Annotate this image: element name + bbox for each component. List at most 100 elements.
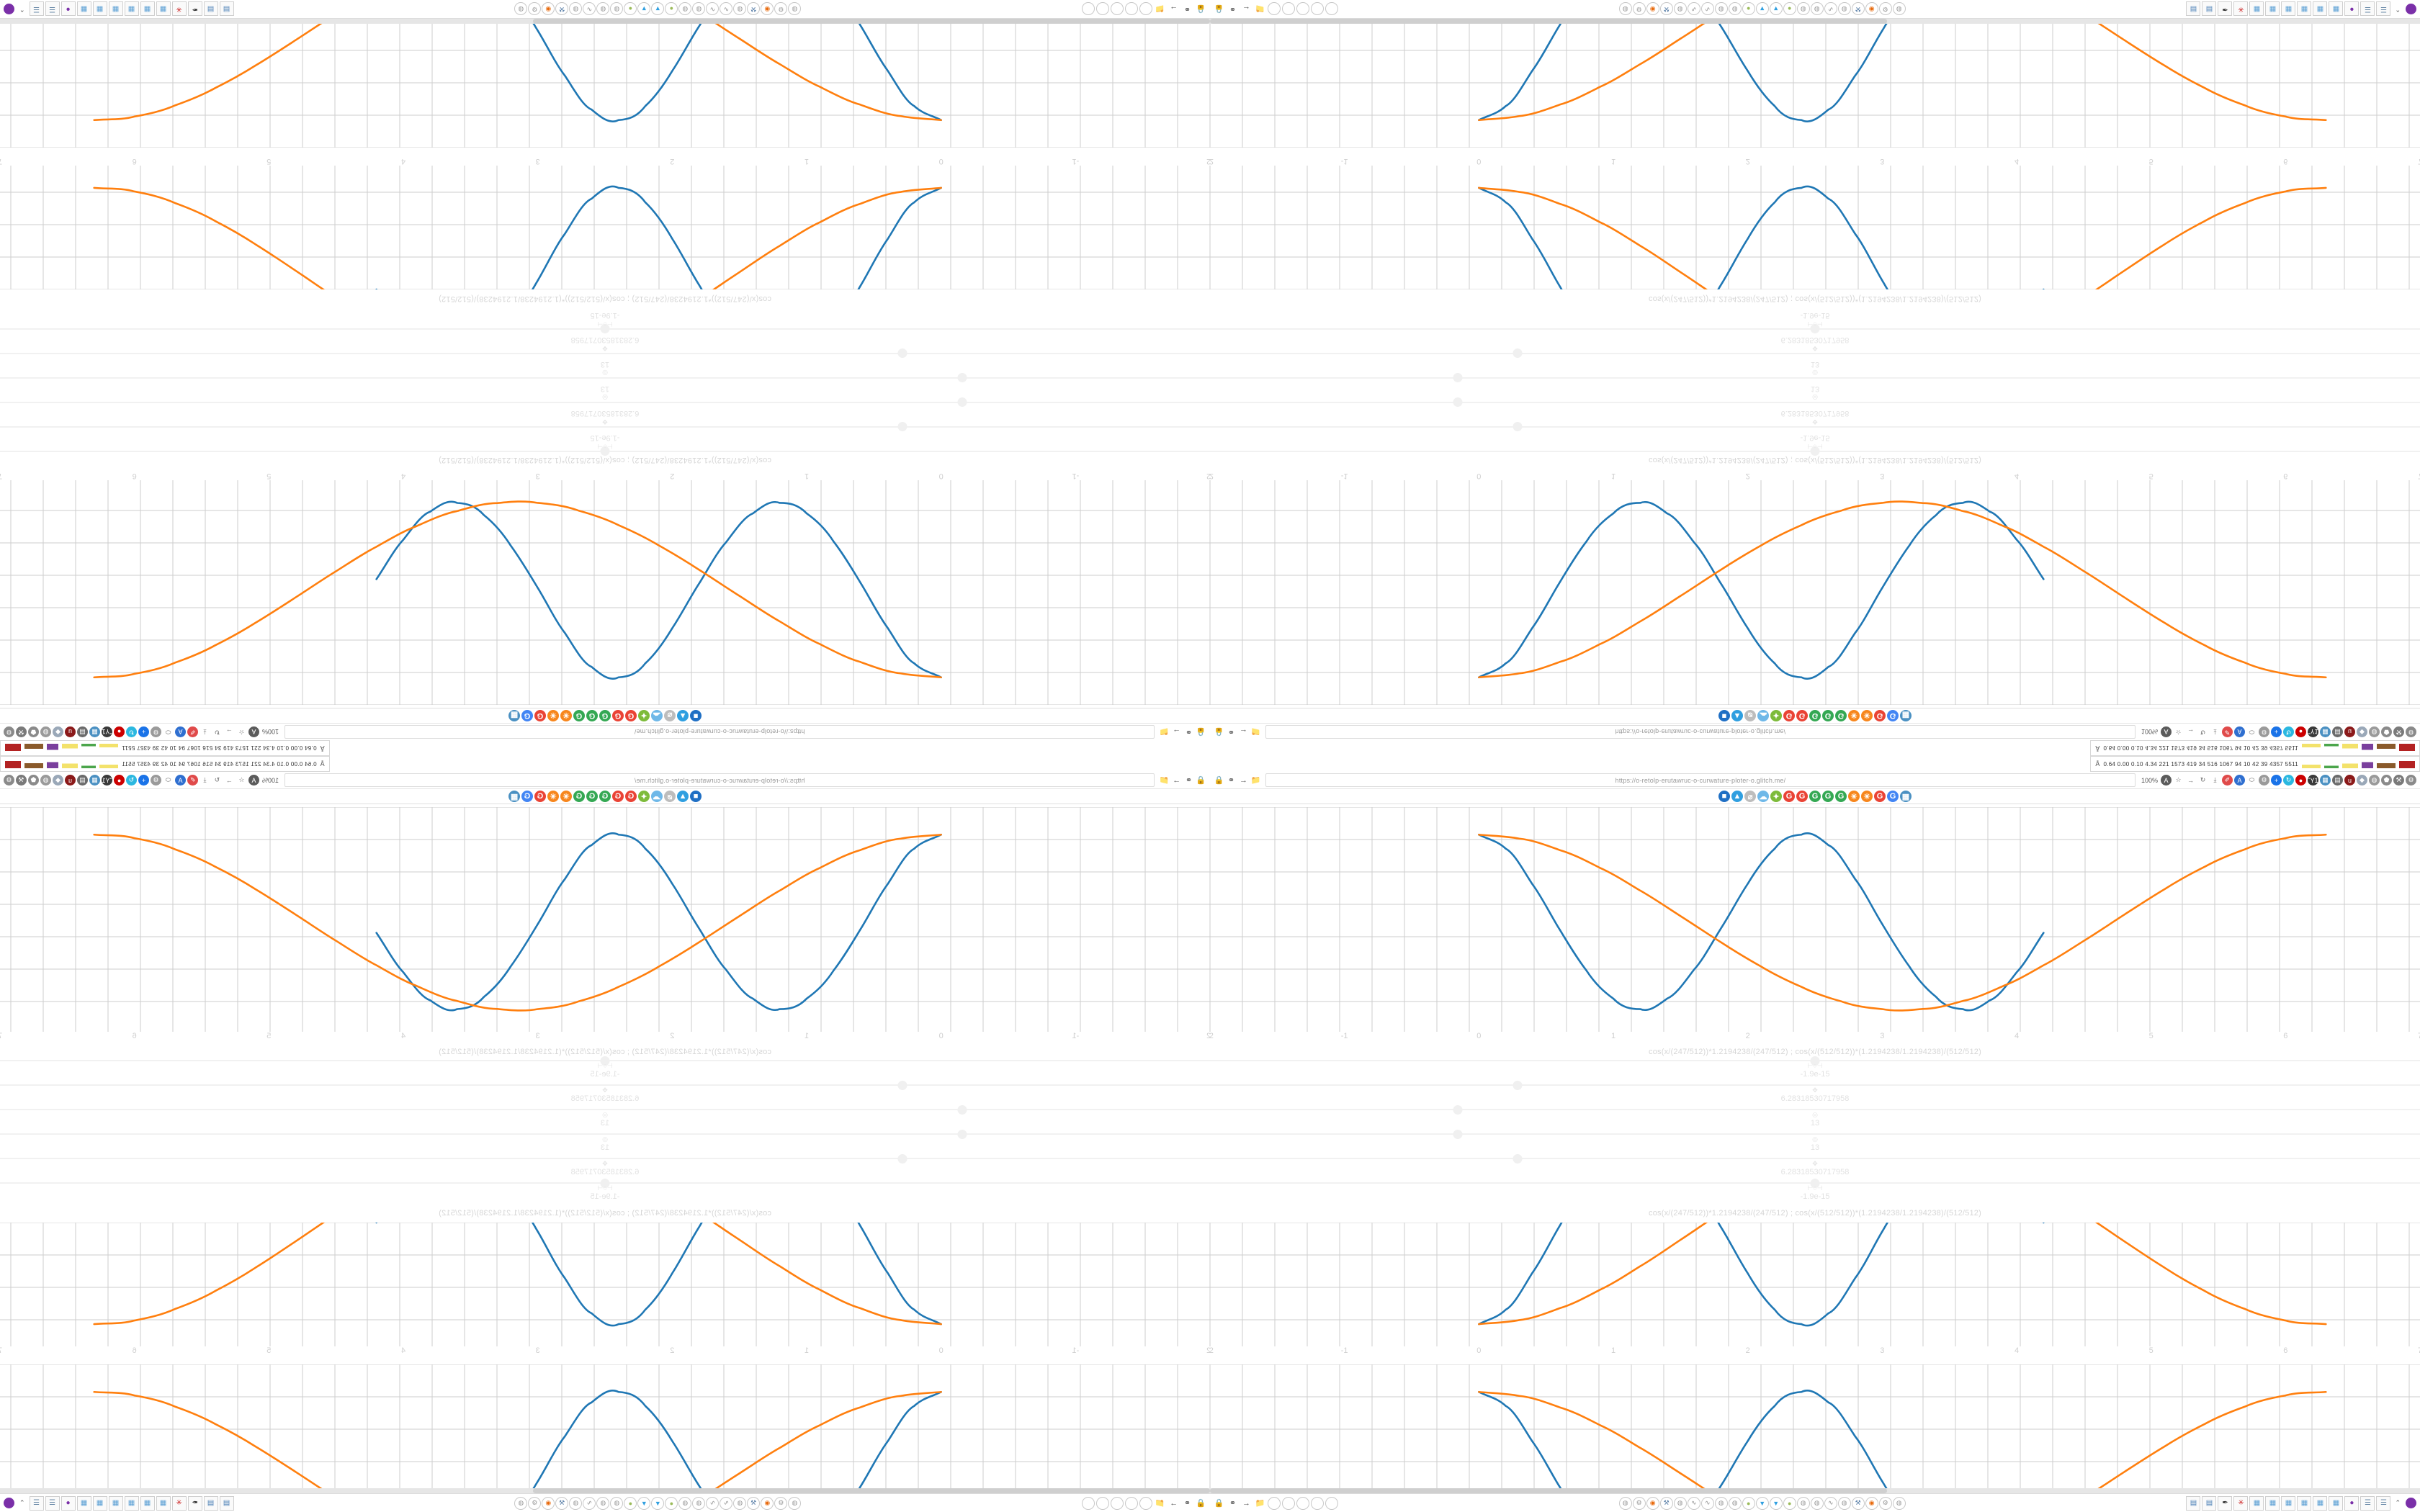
slider-phase-b[interactable]: ⊢○⊣ -1.9e-15 (1210, 305, 2420, 333)
workspace-dot[interactable] (1139, 1496, 1152, 1510)
slider-phase-a[interactable]: ⊢○⊣ -1.9e-15 (0, 428, 1210, 456)
translate2-extension[interactable]: A (2234, 775, 2245, 786)
globe-app-6[interactable]: ◍ (1810, 1496, 1824, 1510)
slider-mode-icon[interactable]: ✥ (1812, 1160, 1818, 1167)
active-app-1[interactable]: ● (1742, 2, 1755, 16)
slider-period-a[interactable]: ✥ 6.28318530717958 (1210, 403, 2420, 431)
gear-app-2[interactable]: ⚙ (528, 2, 542, 16)
workspace-dot[interactable] (1325, 1496, 1338, 1510)
bookmark-google-4[interactable]: G (1822, 791, 1834, 802)
calc-tray-2[interactable]: ▦ (2265, 1495, 2280, 1511)
translate-extension[interactable]: A (2161, 775, 2172, 786)
slider-track[interactable] (0, 426, 1210, 427)
terminal-tray[interactable]: ▤ (219, 1, 234, 17)
scrollbar-thumb[interactable] (1210, 1488, 1887, 1493)
bookmark-google-5[interactable]: G (1835, 791, 1847, 802)
workspace-dot[interactable] (1111, 1496, 1124, 1510)
slider-track[interactable] (1210, 1134, 2420, 1135)
globe-app[interactable]: ◍ (788, 2, 802, 16)
upper-plot[interactable] (1210, 807, 2420, 1032)
globe-app-8[interactable]: ◍ (1892, 1496, 1906, 1510)
doc-tray-1[interactable]: ☰ (2360, 1, 2375, 17)
slider-mode-icon[interactable]: ⊢○⊣ (597, 443, 613, 450)
editor-tray[interactable]: ✒ (2218, 1495, 2233, 1511)
slider-thumb[interactable] (1453, 1130, 1463, 1139)
bookmark-sun-1[interactable]: ☀ (1848, 791, 1860, 802)
download-extension[interactable]: ⤓ (2210, 775, 2220, 786)
curve-app-2[interactable]: ∿ (1700, 2, 1714, 16)
horizontal-scrollbar[interactable] (1210, 1488, 2420, 1493)
calc-tray-1[interactable]: ▦ (156, 1495, 171, 1511)
globe-app-7[interactable]: ◍ (569, 1496, 583, 1510)
slider-mode-icon[interactable]: ◎ (1812, 394, 1818, 401)
globe-app-4[interactable]: ◍ (1728, 1496, 1742, 1510)
folder-icon[interactable]: 📁 (1155, 4, 1165, 13)
slider-mode-icon[interactable]: ⊢○⊣ (1807, 1184, 1823, 1192)
workspace-dot[interactable] (1082, 2, 1095, 16)
calc-tray-3[interactable]: ▦ (2281, 1495, 2296, 1511)
slider-mode-icon[interactable]: ◎ (602, 1135, 608, 1143)
slider-count-b[interactable]: ◎ 13 (1210, 354, 2420, 382)
trash-extension[interactable]: Ὕ1 (2308, 775, 2318, 786)
curve-app-2[interactable]: ∿ (1700, 1496, 1714, 1510)
balloon-app-1[interactable]: ▼ (1755, 2, 1769, 16)
calc-tray-3[interactable]: ▦ (124, 1, 139, 17)
globe-app-7[interactable]: ◍ (1837, 2, 1851, 16)
slider-mode-icon[interactable]: ⊢○⊣ (1807, 1062, 1823, 1069)
slider-phase-a[interactable]: ⊢○⊣ -1.9e-15 (1210, 1056, 2420, 1084)
balloon-app-2[interactable]: ▼ (637, 2, 651, 16)
workspace-dot[interactable] (1282, 2, 1295, 16)
calc-tray-2[interactable]: ▦ (140, 1, 155, 17)
record-extension[interactable]: ● (2295, 775, 2306, 786)
gear-app-2[interactable]: ⚙ (1878, 1496, 1892, 1510)
active-app-2[interactable]: ● (624, 2, 637, 16)
wrench-extension[interactable]: ⚒ (2393, 775, 2404, 786)
slider-track[interactable] (1210, 1085, 2420, 1086)
doc-tray-2[interactable]: ☰ (29, 1, 44, 17)
notification-icon[interactable] (4, 4, 14, 14)
workspace-dot[interactable] (1096, 2, 1109, 16)
curve-app[interactable]: ∿ (720, 1496, 733, 1510)
slider-mode-icon[interactable]: ✥ (602, 1160, 608, 1167)
lower-plot-continued[interactable] (1210, 1364, 2420, 1493)
slider-count-b[interactable]: ◎ 13 (1210, 1130, 2420, 1158)
calc-tray-4[interactable]: ▦ (2297, 1495, 2312, 1511)
alert-tray[interactable]: ✳ (171, 1, 187, 17)
highlighter-extension[interactable]: ✐ (2222, 775, 2233, 786)
folder-icon[interactable]: 📁 (1250, 776, 1261, 785)
terminal-tray-2[interactable]: ▤ (2202, 1495, 2217, 1511)
slider-track[interactable] (0, 1158, 1210, 1159)
globe-app-7[interactable]: ◍ (569, 2, 583, 16)
gear-app-2[interactable]: ⚙ (1878, 2, 1892, 16)
globe-app-6[interactable]: ◍ (1810, 2, 1824, 16)
arrow-icon[interactable]: → (1242, 1498, 1250, 1508)
notification-icon[interactable] (2406, 1498, 2416, 1508)
folder-icon[interactable]: 📁 (1255, 4, 1265, 13)
calc-tray-6[interactable]: ▦ (2329, 1495, 2344, 1511)
doc-tray-1[interactable]: ☰ (45, 1, 60, 17)
calc-tray-5[interactable]: ▦ (2313, 1, 2328, 17)
star-extension[interactable]: ☆ (2173, 775, 2184, 786)
firefox-app[interactable]: ◉ (1646, 1496, 1659, 1510)
lower-plot[interactable] (0, 1223, 1210, 1346)
curve-app-3[interactable]: ∿ (1824, 2, 1837, 16)
mascot-tray[interactable]: ● (2344, 1495, 2360, 1511)
firefox-app[interactable]: ◉ (1646, 2, 1659, 16)
terminal-tray-2[interactable]: ▤ (2202, 1, 2217, 17)
slider-phase-a[interactable]: ⊢○⊣ -1.9e-15 (0, 1056, 1210, 1084)
slider-track[interactable] (0, 377, 1210, 378)
show-hidden-icon[interactable]: ⌃ (19, 1499, 25, 1506)
firefox-app-2[interactable]: ◉ (1865, 2, 1878, 16)
upper-plot[interactable] (0, 480, 1210, 705)
slider-mode-icon[interactable]: ⊢○⊣ (1807, 320, 1823, 328)
curve-app-3[interactable]: ∿ (583, 2, 596, 16)
terminal-tray[interactable]: ▤ (2186, 1495, 2201, 1511)
globe-app-7[interactable]: ◍ (1837, 1496, 1851, 1510)
slider-mode-icon[interactable]: ◎ (1812, 1135, 1818, 1143)
slider-count-b[interactable]: ◎ 13 (0, 354, 1210, 382)
balloon-app-2[interactable]: ▼ (1769, 2, 1783, 16)
lock-icon[interactable]: 🔒 (1196, 1499, 1206, 1508)
slider-mode-icon[interactable]: ◎ (602, 394, 608, 401)
bookmark-google-1[interactable]: G (1783, 791, 1795, 802)
lock-icon[interactable]: 🔒 (1214, 1499, 1224, 1508)
